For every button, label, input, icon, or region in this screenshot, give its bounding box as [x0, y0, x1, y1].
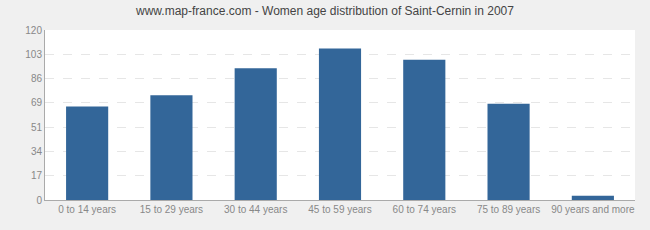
svg-text:34: 34 — [31, 146, 43, 157]
svg-text:0: 0 — [36, 195, 42, 206]
svg-text:17: 17 — [31, 170, 43, 181]
svg-text:120: 120 — [25, 25, 42, 36]
svg-text:0 to 14 years: 0 to 14 years — [58, 204, 116, 215]
svg-text:90 years and more: 90 years and more — [551, 204, 635, 215]
svg-text:103: 103 — [25, 49, 42, 60]
svg-text:75 to 89 years: 75 to 89 years — [477, 204, 540, 215]
svg-text:30 to 44 years: 30 to 44 years — [224, 204, 287, 215]
svg-text:45 to 59 years: 45 to 59 years — [308, 204, 371, 215]
svg-text:15 to 29 years: 15 to 29 years — [140, 204, 203, 215]
svg-text:51: 51 — [31, 122, 43, 133]
svg-text:86: 86 — [31, 73, 43, 84]
svg-text:60 to 74 years: 60 to 74 years — [393, 204, 456, 215]
svg-text:www.map-france.com - Women age: www.map-france.com - Women age distribut… — [135, 4, 514, 18]
svg-text:69: 69 — [31, 97, 43, 108]
